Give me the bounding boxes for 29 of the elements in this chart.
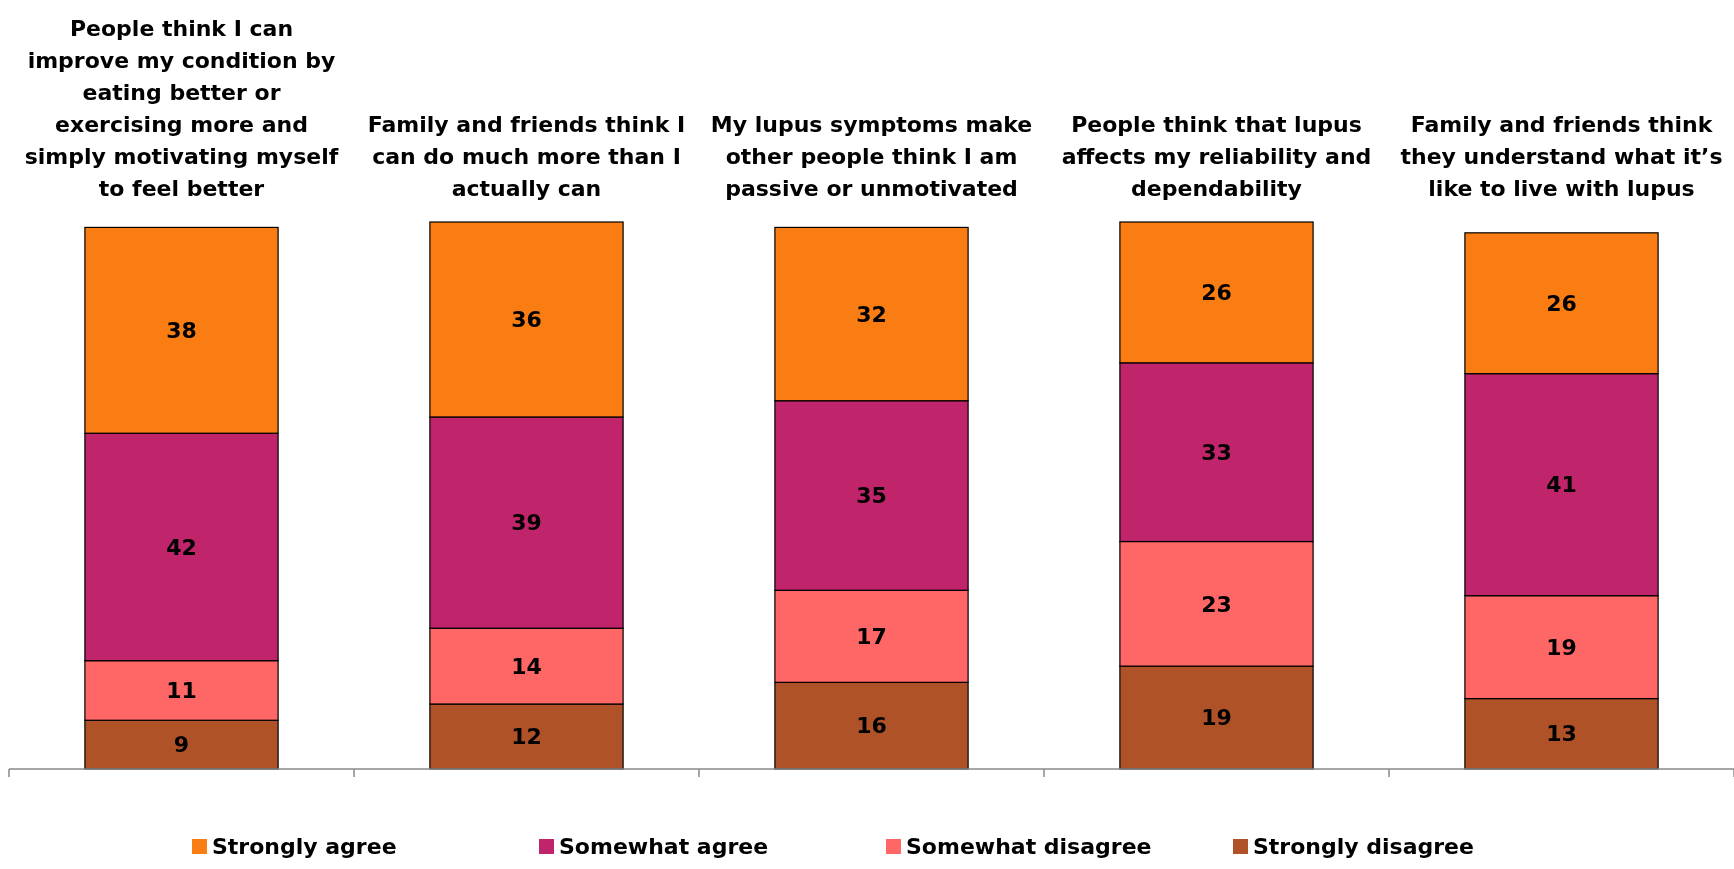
data-label: 9 <box>173 732 190 758</box>
data-label: 35 <box>856 483 887 509</box>
x-tick-label: My lupus symptoms make other people think I am passive or unmotivated <box>710 112 1033 201</box>
x-tick-label: Family and friends think I can do much more than I actually can <box>367 112 686 201</box>
legend-label: Somewhat agree <box>559 834 769 859</box>
data-label: 13 <box>1546 721 1577 747</box>
legend-label: Somewhat disagree <box>906 834 1152 859</box>
legend-label: Strongly agree <box>212 834 397 859</box>
data-label: 26 <box>1201 280 1232 306</box>
data-label: 11 <box>166 678 197 704</box>
data-label: 33 <box>1201 439 1232 465</box>
data-label: 39 <box>511 510 542 536</box>
data-label: 19 <box>1201 705 1232 731</box>
data-label: 19 <box>1546 634 1577 660</box>
data-label: 36 <box>511 307 542 333</box>
data-label: 32 <box>856 301 887 327</box>
data-label: 42 <box>166 534 197 560</box>
data-label: 12 <box>511 724 542 750</box>
data-label: 23 <box>1201 591 1232 617</box>
x-tick-label: People think I can improve my condition by eating better or exercising more and simply motivating myself to feel better <box>24 16 339 201</box>
data-label: 17 <box>856 624 887 650</box>
legend-label: Strongly disagree <box>1253 834 1474 859</box>
data-label: 16 <box>856 713 887 739</box>
data-label: 26 <box>1546 290 1577 316</box>
x-tick-label: Family and friends think they understand what it’s like to live with lupus <box>1400 112 1723 201</box>
x-tick-label: People think that lupus affects my reliability and dependability <box>1061 112 1372 201</box>
data-label: 14 <box>511 653 542 679</box>
data-label: 41 <box>1546 472 1577 498</box>
data-label: 38 <box>166 318 197 344</box>
